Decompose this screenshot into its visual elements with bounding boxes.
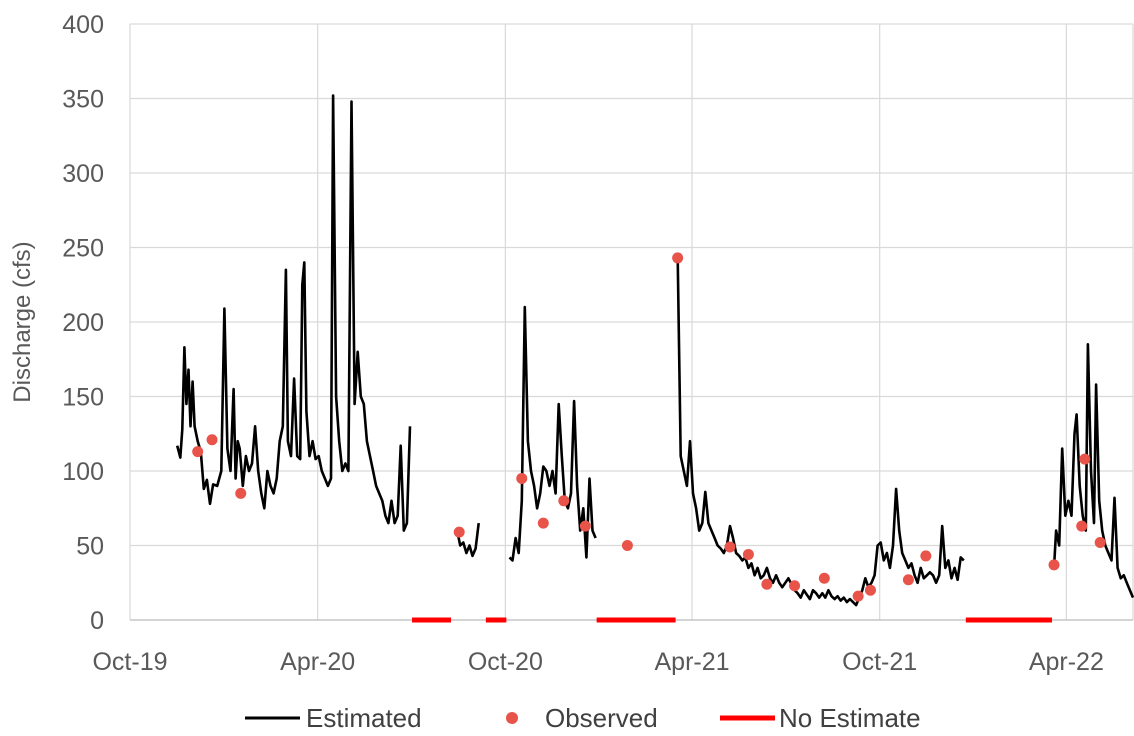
x-tick-label: Oct-21 <box>842 648 917 676</box>
y-tick-label: 50 <box>76 533 104 561</box>
legend-observed-label: Observed <box>545 703 658 733</box>
x-tick-label: Apr-22 <box>1029 648 1104 676</box>
y-tick-label: 300 <box>62 160 104 188</box>
estimated-line-segment <box>676 257 965 607</box>
observed-point <box>453 526 465 538</box>
y-axis-ticks: 0 50 100 150 200 250 300 350 400 <box>62 11 104 635</box>
observed-point <box>789 580 801 592</box>
x-axis-ticks: Oct-19 Apr-20 Oct-20 Apr-21 Oct-21 Apr-22 <box>92 648 1103 676</box>
observed-point <box>192 446 204 458</box>
y-tick-label: 150 <box>62 384 104 412</box>
observed-point <box>1094 537 1106 549</box>
x-tick-label: Apr-21 <box>654 648 729 676</box>
observed-point <box>621 540 633 551</box>
y-tick-label: 350 <box>62 86 104 114</box>
observed-point <box>235 487 247 499</box>
observed-point <box>1079 453 1091 465</box>
observed-point <box>852 590 864 602</box>
observed-series <box>192 252 1106 602</box>
observed-point <box>818 572 830 584</box>
observed-point <box>920 550 932 562</box>
legend-no-estimate-label: No Estimate <box>779 703 921 733</box>
y-tick-label: 250 <box>62 235 104 263</box>
x-tick-label: Oct-19 <box>92 648 167 676</box>
estimated-series <box>175 94 1134 607</box>
estimated-line-segment <box>1052 342 1134 599</box>
legend-estimated-label: Estimated <box>306 703 422 733</box>
observed-point <box>864 584 876 596</box>
gridlines <box>129 23 1134 621</box>
estimated-line-segment <box>455 522 480 558</box>
x-tick-label: Oct-20 <box>468 648 543 676</box>
estimated-line-segment <box>175 94 412 532</box>
observed-point <box>672 252 684 264</box>
observed-point <box>1048 559 1060 571</box>
y-tick-label: 0 <box>90 607 104 635</box>
observed-point <box>206 434 218 446</box>
observed-point <box>902 574 914 586</box>
y-tick-label: 100 <box>62 458 104 486</box>
observed-point <box>516 472 528 484</box>
observed-point <box>537 517 549 529</box>
observed-point <box>761 578 773 590</box>
observed-point <box>724 541 736 553</box>
y-tick-label: 200 <box>62 309 104 337</box>
observed-point <box>579 520 591 532</box>
observed-point <box>1076 520 1088 532</box>
x-tick-label: Apr-20 <box>280 648 355 676</box>
observed-point <box>558 495 570 507</box>
legend: Estimated Observed No Estimate <box>245 703 921 733</box>
y-tick-label: 400 <box>62 11 104 39</box>
observed-point <box>742 548 754 560</box>
y-axis-title: Discharge (cfs) <box>9 241 36 402</box>
legend-observed-swatch <box>506 712 518 724</box>
